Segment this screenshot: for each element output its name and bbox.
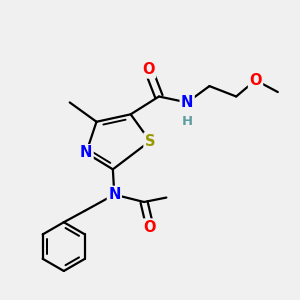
Text: O: O xyxy=(249,73,262,88)
Text: O: O xyxy=(142,62,155,77)
Text: N: N xyxy=(181,95,193,110)
Text: O: O xyxy=(144,220,156,235)
Text: H: H xyxy=(182,115,193,128)
Text: S: S xyxy=(145,134,155,148)
Text: N: N xyxy=(108,187,121,202)
Text: N: N xyxy=(80,146,92,160)
